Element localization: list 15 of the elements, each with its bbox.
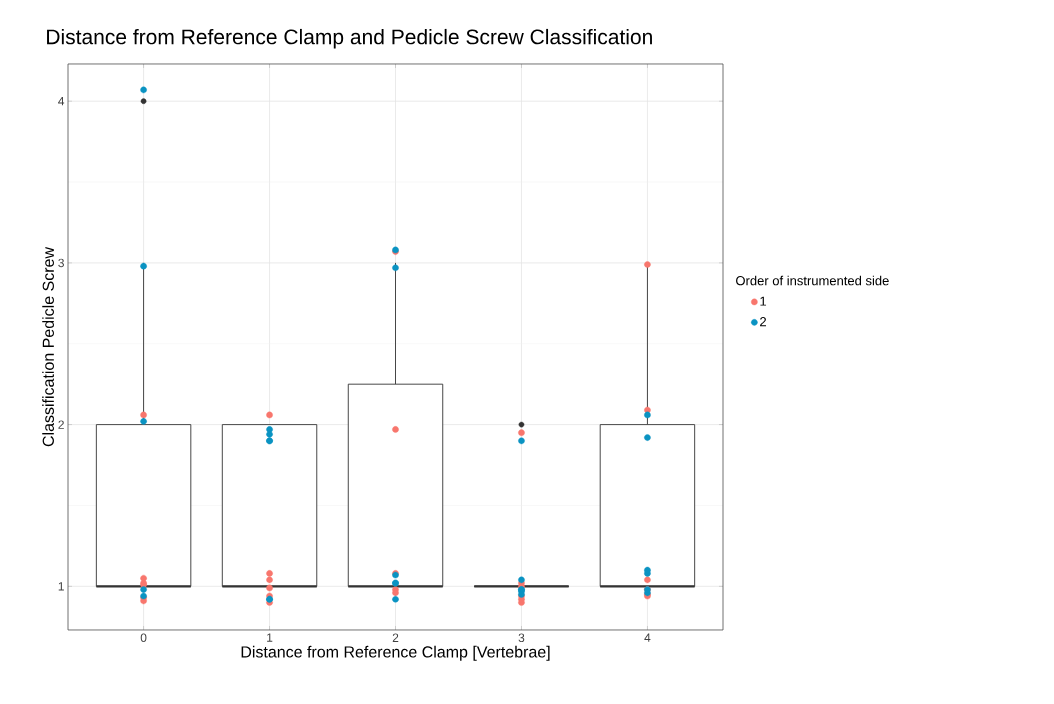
- x-tick-label: 0: [140, 633, 147, 643]
- x-tick-label: 1: [267, 633, 273, 642]
- chart-title: Distance from Reference Clamp and Pedicle Screw Classification: [47, 28, 652, 49]
- legend-label: 2: [760, 317, 767, 327]
- x-tick-label: 4: [644, 633, 651, 642]
- x-tick-label: 2: [392, 633, 399, 642]
- legend-title: Order of instrumented side: [736, 275, 889, 286]
- y-tick-label: 2: [58, 420, 64, 429]
- y-tick-label: 3: [58, 258, 64, 268]
- x-tick-label: 3: [518, 633, 525, 643]
- legend-label: 1: [760, 296, 767, 306]
- x-axis-title: Distance from Reference Clamp [Vertebrae]: [241, 645, 550, 661]
- y-axis-title: Classification Pedicle Screw: [42, 246, 54, 447]
- y-tick-label: 1: [58, 582, 64, 591]
- y-tick-label: 4: [58, 97, 65, 106]
